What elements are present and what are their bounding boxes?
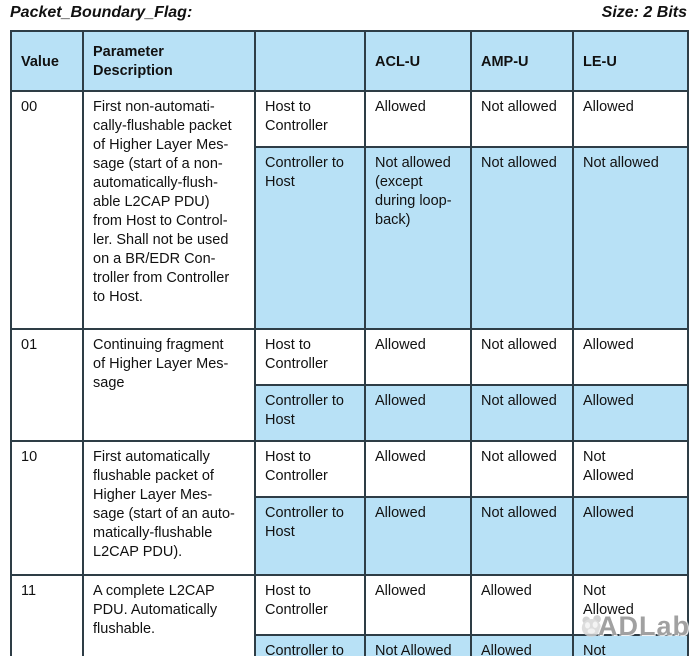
cell-description: A complete L2CAP PDU. Automatically flus… [82, 574, 256, 656]
cell-amp-u: Allowed [470, 634, 574, 656]
size-label: Size: 2 Bits [601, 4, 687, 21]
cell-direction: Host to Controller [254, 90, 366, 148]
cell-le-u: Not Allowed [572, 574, 689, 636]
cell-direction: Host to Controller [254, 328, 366, 386]
cell-amp-u: Not allowed [470, 384, 574, 442]
packet-boundary-flag-table: Value Parameter Description ACL-U AMP-U … [10, 30, 689, 656]
cell-description: First automatically flushable packet of … [82, 440, 256, 576]
cell-acl-u: Not Allowed [364, 634, 472, 656]
table-row: 11 A complete L2CAP PDU. Automatically f… [10, 574, 689, 656]
table-row: 00 First non-automati- cally-flushable p… [10, 90, 689, 330]
cell-acl-u: Allowed [364, 384, 472, 442]
cell-direction: Host to Controller [254, 440, 366, 498]
header-le-u: LE-U [572, 30, 689, 92]
cell-le-u: Not Allowed [572, 634, 689, 656]
cell-acl-u: Allowed [364, 496, 472, 576]
cell-le-u: Not allowed [572, 146, 689, 330]
cell-le-u: Not Allowed [572, 440, 689, 498]
cell-le-u: Allowed [572, 496, 689, 576]
cell-acl-u: Allowed [364, 440, 472, 498]
cell-acl-u: Allowed [364, 90, 472, 148]
cell-le-u: Allowed [572, 90, 689, 148]
header-acl-u: ACL-U [364, 30, 472, 92]
cell-direction: Controller to Host [254, 384, 366, 442]
cell-amp-u: Not allowed [470, 440, 574, 498]
cell-value: 10 [10, 440, 84, 576]
cell-direction: Controller to Host [254, 496, 366, 576]
header-value: Value [10, 30, 84, 92]
header-row: Value Parameter Description ACL-U AMP-U … [10, 30, 689, 92]
cell-direction: Controller to Host [254, 634, 366, 656]
cell-le-u: Allowed [572, 384, 689, 442]
cell-description: First non-automati- cally-flushable pack… [82, 90, 256, 330]
cell-description: Continuing fragment of Higher Layer Mes-… [82, 328, 256, 442]
title-bar: Packet_Boundary_Flag: Size: 2 Bits [10, 4, 687, 22]
cell-direction: Controller to Host [254, 146, 366, 330]
cell-acl-u: Not allowed (except during loop- back) [364, 146, 472, 330]
cell-value: 01 [10, 328, 84, 442]
cell-acl-u: Allowed [364, 574, 472, 636]
header-direction [254, 30, 366, 92]
cell-value: 11 [10, 574, 84, 656]
table-row: 10 First automatically flushable packet … [10, 440, 689, 576]
page-title: Packet_Boundary_Flag: [10, 4, 193, 21]
cell-amp-u: Not allowed [470, 328, 574, 386]
cell-acl-u: Allowed [364, 328, 472, 386]
cell-amp-u: Not allowed [470, 496, 574, 576]
cell-amp-u: Not allowed [470, 146, 574, 330]
cell-le-u: Allowed [572, 328, 689, 386]
table-row: 01 Continuing fragment of Higher Layer M… [10, 328, 689, 442]
table-row: Controller to Host Not allowed (except d… [11, 146, 689, 330]
table-row: Controller to Host Not Allowed Allowed N… [11, 634, 689, 656]
cell-value: 00 [10, 90, 84, 330]
header-amp-u: AMP-U [470, 30, 574, 92]
cell-direction: Host to Controller [254, 574, 366, 636]
header-parameter-description: Parameter Description [82, 30, 256, 92]
cell-amp-u: Not allowed [470, 90, 574, 148]
table-row: Controller to Host Allowed Not allowed A… [11, 384, 689, 442]
cell-amp-u: Allowed [470, 574, 574, 636]
table-row: Controller to Host Allowed Not allowed A… [11, 496, 689, 576]
